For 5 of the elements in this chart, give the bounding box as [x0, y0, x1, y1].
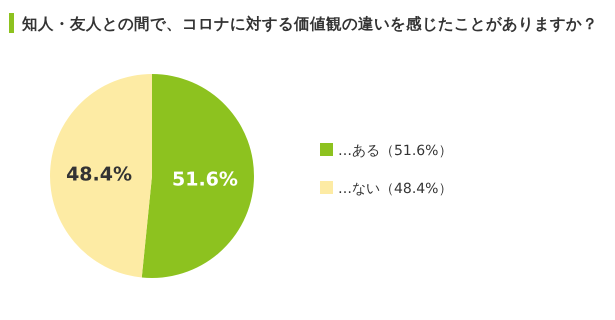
data-label: 51.6%: [172, 168, 238, 191]
data-label: 48.4%: [66, 163, 132, 186]
legend-label: …ない（48.4%）: [338, 181, 452, 197]
legend-label: …ある（51.6%）: [338, 143, 452, 159]
chart-title: 知人・友人との間で、コロナに対する価値観の違いを感じたことがありますか？: [21, 14, 598, 33]
